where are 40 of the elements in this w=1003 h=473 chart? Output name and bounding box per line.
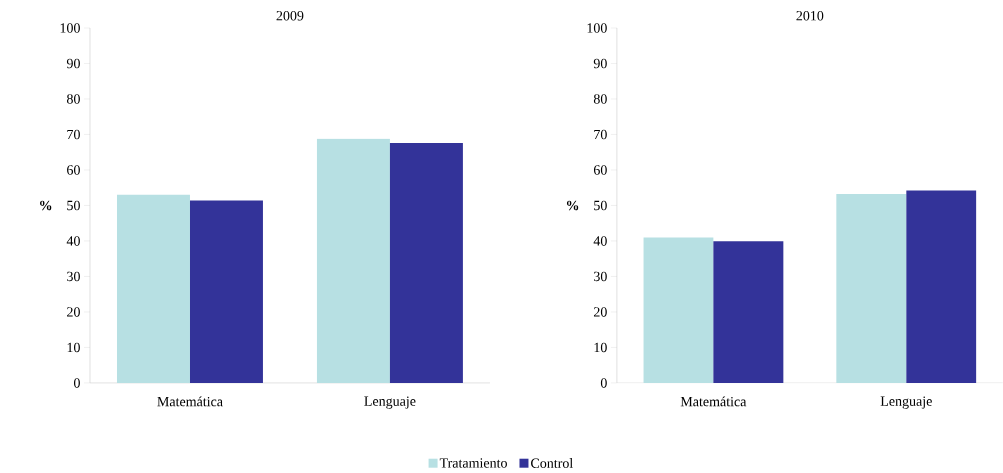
y-tick-label: 20 — [67, 307, 80, 317]
y-tick-label: 90 — [66, 58, 80, 69]
y-tick-label: 80 — [66, 94, 80, 104]
y-tick-label: 20 — [593, 307, 607, 317]
y-tick-label: 50 — [594, 200, 607, 211]
x-tick-label: Lenguaje — [880, 396, 932, 409]
chart-title: 2010 — [796, 10, 824, 21]
chart-title: 2009 — [276, 10, 304, 21]
bar — [116, 194, 190, 383]
y-axis-title: % — [566, 200, 579, 211]
x-tick-label: Lenguaje — [364, 396, 416, 409]
y-axis-title: % — [40, 200, 52, 211]
y-tick-label: 90 — [593, 58, 607, 69]
bar — [189, 200, 263, 383]
y-tick-label: 100 — [60, 23, 80, 33]
y-tick-label: 50 — [67, 200, 80, 211]
bar — [906, 190, 977, 383]
y-tick-label: 30 — [594, 271, 607, 282]
y-tick-label: 60 — [67, 165, 80, 175]
bar — [389, 142, 463, 383]
y-tick-label: 10 — [594, 342, 607, 352]
bar — [643, 237, 714, 383]
y-tick-label: 60 — [593, 165, 607, 175]
legend-label: Tratamiento — [439, 458, 507, 468]
bar — [836, 193, 907, 383]
bar — [316, 138, 390, 383]
legend-label: Control — [531, 457, 573, 468]
x-tick-label: Matemática — [157, 396, 223, 407]
y-tick-label: 40 — [593, 236, 607, 246]
y-tick-label: 40 — [66, 236, 80, 246]
bar — [713, 241, 784, 383]
y-tick-label: 0 — [600, 378, 607, 388]
y-tick-label: 30 — [67, 271, 80, 282]
y-tick-label: 100 — [587, 23, 607, 33]
x-tick-label: Matemática — [680, 396, 747, 407]
y-tick-label: 70 — [594, 129, 607, 140]
y-tick-label: 70 — [67, 129, 80, 140]
y-tick-label: 80 — [593, 94, 607, 104]
y-tick-label: 10 — [67, 342, 80, 352]
y-tick-label: 0 — [73, 378, 80, 388]
